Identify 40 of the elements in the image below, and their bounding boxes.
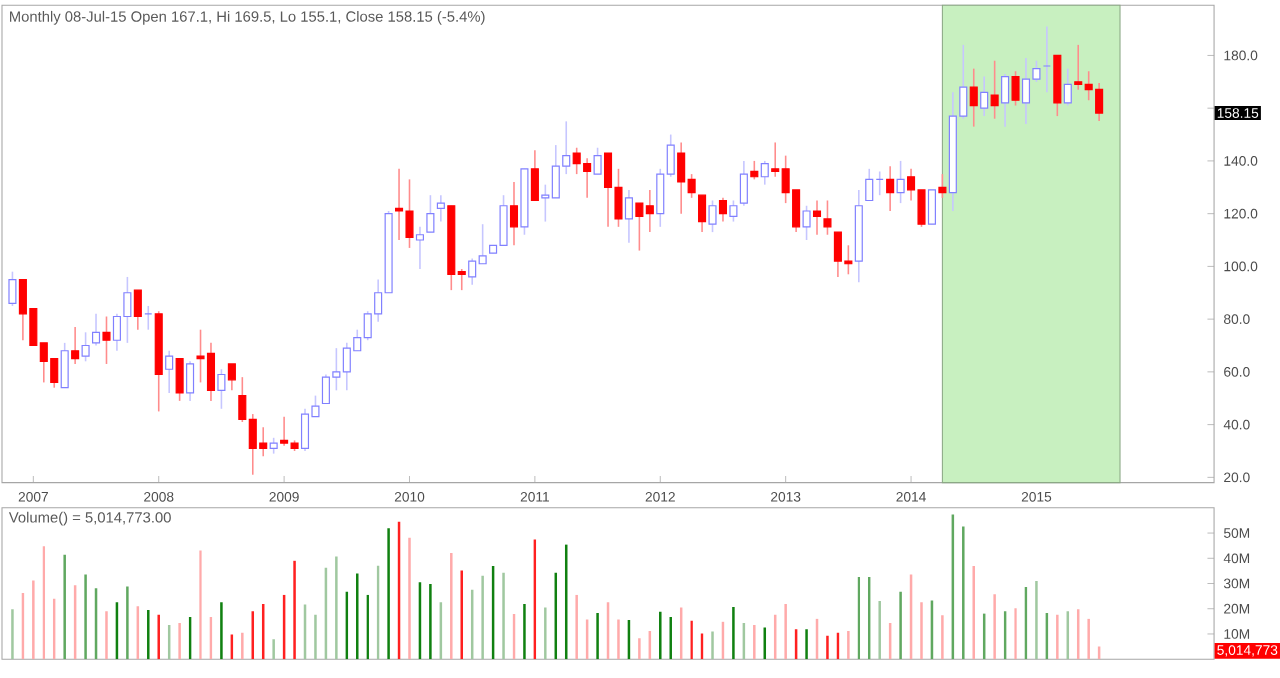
candlestick [217, 368, 226, 410]
candlestick [530, 149, 539, 202]
candlestick [133, 289, 142, 331]
candlestick [760, 160, 769, 186]
candlestick [509, 181, 519, 247]
candlestick [750, 160, 759, 181]
candlestick [593, 147, 602, 176]
candlestick [823, 199, 832, 236]
candlestick [927, 189, 936, 226]
candlestick [698, 194, 707, 234]
candlestick [1063, 68, 1072, 107]
candlestick [186, 360, 195, 402]
candlestick [802, 205, 811, 242]
candlestick [415, 226, 424, 271]
candlestick [436, 194, 445, 223]
candlestick [729, 199, 738, 223]
candlestick [175, 358, 184, 402]
candlestick [165, 350, 174, 395]
candlestick [980, 76, 989, 118]
candlestick [886, 165, 895, 213]
candlestick [91, 313, 101, 347]
candlestick [990, 60, 999, 120]
candlestick [1011, 70, 1020, 107]
candlestick [71, 326, 80, 366]
candlestick [969, 68, 978, 128]
candlestick [896, 160, 905, 205]
candlestick [739, 160, 748, 207]
candlestick [1053, 54, 1062, 118]
candlestick [102, 316, 111, 366]
candlestick [8, 271, 17, 308]
candlestick [60, 342, 69, 389]
candlestick [708, 199, 717, 234]
candlestick [718, 197, 728, 223]
candlestick [624, 189, 633, 244]
candlestick [227, 363, 236, 392]
candlestick [81, 331, 90, 363]
candlestick [1001, 73, 1010, 128]
candlestick [938, 173, 947, 199]
candlestick [812, 199, 822, 236]
candlestick [426, 194, 435, 234]
